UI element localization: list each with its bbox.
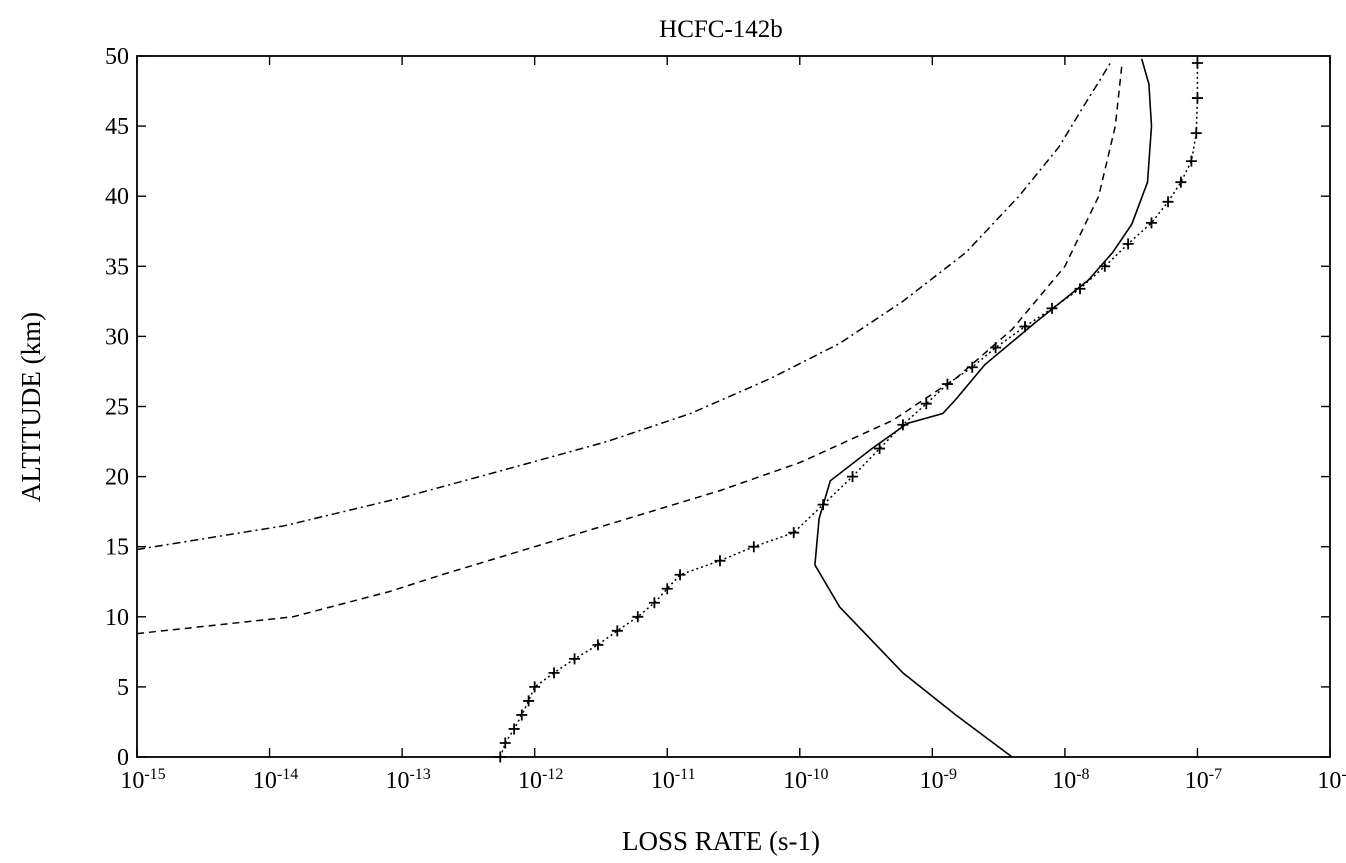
series-marker-plus	[494, 751, 506, 763]
series-line-dash-dot	[136, 62, 1111, 551]
series-marker-plus	[817, 499, 829, 511]
series-marker-plus	[569, 653, 581, 665]
series-marker-plus	[1019, 321, 1031, 333]
x-tick-label: 10-12	[518, 766, 563, 794]
series-marker-plus	[1099, 260, 1111, 272]
plot-frame	[136, 55, 1331, 758]
series-marker-plus	[788, 527, 800, 539]
y-tick-label: 0	[117, 745, 129, 771]
x-tick-label: 10-11	[651, 766, 696, 794]
x-tick-label: 10-15	[120, 766, 165, 794]
series-marker-plus	[674, 569, 686, 581]
series-marker-plus	[1190, 127, 1202, 139]
x-tick-label: 10-13	[385, 766, 430, 794]
series-marker-plus	[874, 443, 886, 455]
series-marker-plus	[508, 723, 520, 735]
series-line-solid	[814, 58, 1153, 758]
series-marker-plus	[1074, 283, 1086, 295]
y-tick-label: 35	[105, 254, 129, 280]
y-tick-label: 20	[105, 465, 129, 491]
x-tick-label: 10-9	[920, 766, 957, 794]
series-line-dotted-plus	[499, 63, 1199, 758]
series-marker-plus	[548, 667, 560, 679]
series-marker-plus	[611, 625, 623, 637]
x-axis-title: LOSS RATE (s-1)	[622, 826, 820, 856]
series-marker-plus	[714, 555, 726, 567]
series-marker-plus	[1185, 155, 1197, 167]
x-tick-label: 10-14	[253, 766, 298, 794]
chart-title: HCFC-142b	[659, 16, 783, 43]
series-marker-plus	[523, 695, 535, 707]
series-marker-plus	[920, 398, 932, 410]
ticks-layer: 10-15 10-14 10-13 10-12 10-11 10-10 10-9 10-8 10…	[105, 44, 1346, 794]
y-axis-title: ALTITUDE (km)	[16, 312, 46, 502]
series-marker-plus	[897, 419, 909, 431]
series-marker-plus	[1175, 176, 1187, 188]
series-marker-plus	[529, 681, 541, 693]
series-layer	[136, 57, 1203, 763]
series-marker-plus	[847, 471, 859, 483]
x-tick-label: 10-8	[1052, 766, 1089, 794]
series-line-dashed	[136, 62, 1123, 635]
series-marker-plus	[499, 737, 511, 749]
x-tick-label: 10-10	[783, 766, 828, 794]
y-tick-label: 5	[117, 675, 129, 701]
y-tick-label: 25	[105, 395, 129, 421]
series-marker-plus	[661, 583, 673, 595]
series-marker-plus	[748, 541, 760, 553]
y-tick-label: 40	[105, 184, 129, 210]
y-tick-label: 30	[105, 324, 129, 350]
series-marker-plus	[1191, 92, 1203, 104]
y-tick-label: 10	[105, 605, 129, 631]
y-tick-label: 15	[105, 535, 129, 561]
y-tick-label: 50	[105, 44, 129, 70]
series-marker-plus	[648, 597, 660, 609]
series-marker-plus	[592, 639, 604, 651]
y-tick-label: 45	[105, 114, 129, 140]
series-marker-plus	[516, 709, 528, 721]
series-marker-plus	[632, 611, 644, 623]
series-marker-plus	[1122, 238, 1134, 250]
series-marker-plus	[1046, 302, 1058, 314]
series-marker-plus	[1145, 217, 1157, 229]
series-marker-plus	[1162, 196, 1174, 208]
x-tick-label: 10-7	[1185, 766, 1222, 794]
x-tick-label: 10-6	[1317, 766, 1346, 794]
